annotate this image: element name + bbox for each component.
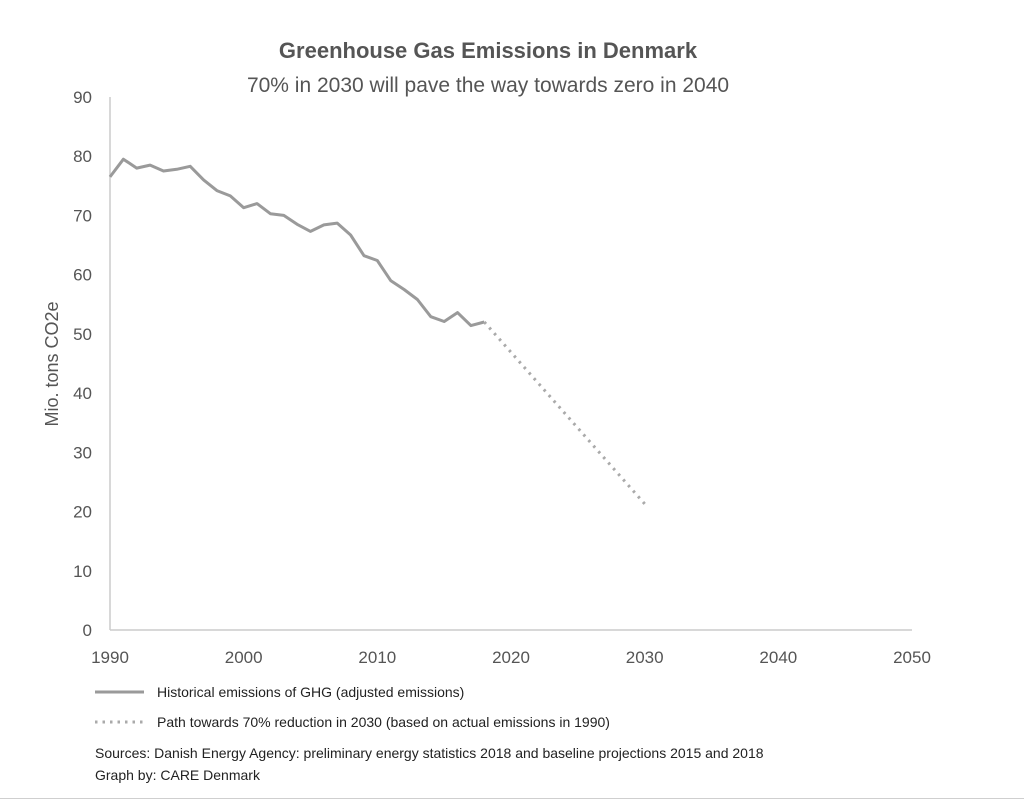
x-tick-label: 2040 — [759, 648, 797, 667]
x-ticks: 1990 2000 2010 2020 2030 2040 2050 — [91, 648, 931, 667]
x-tick-label: 2000 — [225, 648, 263, 667]
series-layer — [108, 157, 646, 505]
chart-subtitle: 70% in 2030 will pave the way towards ze… — [247, 74, 729, 97]
bottom-divider — [0, 798, 1024, 799]
chart-title: Greenhouse Gas Emissions in Denmark — [279, 38, 698, 63]
y-tick-label: 80 — [73, 147, 92, 166]
x-tick-label: 2020 — [492, 648, 530, 667]
y-tick-label: 90 — [73, 88, 92, 107]
series-line-historical — [108, 157, 485, 328]
x-tick-label: 2050 — [893, 648, 931, 667]
y-ticks: 0 10 20 30 40 50 60 70 80 90 — [73, 88, 92, 640]
y-tick-label: 30 — [73, 443, 92, 462]
credit-note: Graph by: CARE Denmark — [95, 767, 261, 783]
y-tick-label: 40 — [73, 384, 92, 403]
x-tick-label: 2010 — [358, 648, 396, 667]
y-tick-label: 70 — [73, 206, 92, 225]
sources-note: Sources: Danish Energy Agency: prelimina… — [95, 745, 764, 761]
y-tick-label: 20 — [73, 503, 92, 522]
y-tick-label: 60 — [73, 266, 92, 285]
series-line-path — [483, 321, 646, 505]
y-tick-label: 50 — [73, 325, 92, 344]
x-tick-label: 2030 — [626, 648, 664, 667]
y-tick-label: 10 — [73, 562, 92, 581]
legend-label-path: Path towards 70% reduction in 2030 (base… — [157, 714, 610, 730]
y-axis-label: Mio. tons CO2e — [42, 301, 62, 426]
y-tick-label: 0 — [83, 621, 92, 640]
x-tick-label: 1990 — [91, 648, 129, 667]
legend-label-historical: Historical emissions of GHG (adjusted em… — [157, 684, 464, 700]
